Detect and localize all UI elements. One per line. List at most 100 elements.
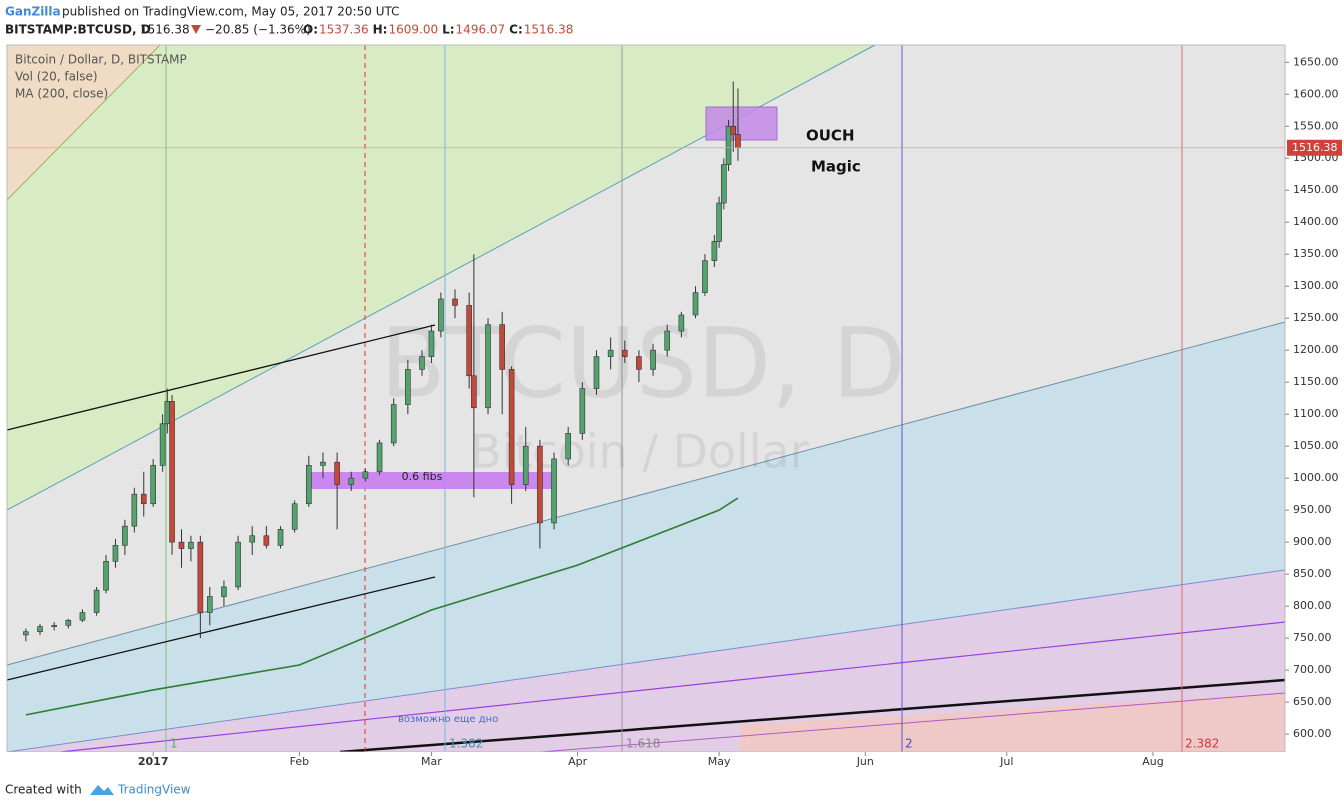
candle-body [390, 404, 397, 444]
marks [7, 81, 1285, 716]
ohlc-label: O: [303, 23, 318, 37]
candle-body [466, 305, 472, 377]
candle-body [419, 356, 425, 370]
x-tick-label: 2017 [138, 755, 169, 768]
candle-body [65, 619, 72, 626]
candle-body [499, 324, 505, 370]
candle-body [159, 423, 166, 466]
candle-body [405, 369, 411, 405]
candle-body [348, 477, 355, 485]
ohlc-label: C: [509, 23, 523, 37]
down-arrow [191, 25, 201, 34]
fib-label: 1.382 [449, 737, 483, 751]
candle-body [485, 324, 491, 409]
candle-body [428, 330, 435, 357]
last-price-label: 1516.38 [1292, 141, 1338, 154]
y-tick-label: 1300.00 [1293, 279, 1339, 292]
candle-body [131, 493, 138, 527]
y-tick-label: 1250.00 [1293, 311, 1339, 324]
watermark-sub: Bitcoin / Dollar [470, 425, 809, 479]
y-tick-label: 600.00 [1293, 727, 1332, 740]
x-axis-bg [0, 752, 1344, 772]
candle-body [721, 164, 727, 204]
annotation: Magic [811, 158, 861, 176]
last-price-box [1287, 139, 1342, 156]
footer-text: Created with [5, 783, 82, 797]
y-tick-label: 1000.00 [1293, 471, 1339, 484]
candle-body [716, 202, 722, 242]
fan-zone-red [740, 693, 1285, 752]
candle-body [471, 375, 477, 409]
fan-line [59, 621, 1286, 753]
legend-volume: Vol (20, false) [15, 70, 98, 84]
x-tick-label: Apr [568, 755, 588, 768]
fib-label: 2.382 [1185, 737, 1219, 751]
x-tick-label: Jul [999, 755, 1013, 768]
candle-body [150, 465, 156, 505]
candle-body [565, 433, 571, 460]
y-tick-label: 1050.00 [1293, 439, 1339, 452]
candle-body [291, 503, 298, 530]
fan-line [6, 569, 1286, 753]
candle-body [362, 471, 369, 479]
candle-body [579, 388, 586, 434]
candle-body [593, 356, 600, 389]
ohlc: O: 1537.36 H: 1609.00 L: 1496.07 C: 1516.38 [303, 23, 573, 37]
x-tick-label: Mar [421, 755, 442, 768]
trend-line [339, 678, 1286, 754]
candle-body [508, 369, 515, 485]
logo [90, 785, 114, 795]
ohlc-value: 1537.36 [319, 23, 369, 37]
annotation: OUCH [806, 127, 855, 145]
x-tick-label: Aug [1142, 755, 1163, 768]
plot-area: BTCUSD, D Bitcoin / Dollar 0.6 fibs OUCH… [6, 44, 1286, 754]
ouch-box [705, 106, 778, 141]
ma-line [25, 497, 739, 716]
candle-body [221, 586, 227, 597]
candle-body [711, 241, 718, 261]
y-tick-label: 1100.00 [1293, 407, 1339, 420]
candle-body [197, 541, 204, 613]
y-tick-label: 1400.00 [1293, 215, 1339, 228]
y-tick-label: 750.00 [1293, 631, 1332, 644]
y-tick-label: 1600.00 [1293, 87, 1339, 100]
y-tick-label: 800.00 [1293, 599, 1332, 612]
candle-body [306, 465, 312, 505]
ohlc-value: 1516.38 [524, 23, 574, 37]
y-tick-label: 1150.00 [1293, 375, 1339, 388]
y-tick-label: 1450.00 [1293, 183, 1339, 196]
candle-body [452, 298, 458, 306]
candle-body [235, 541, 241, 588]
x-tick-label: May [708, 755, 731, 768]
fibs-box [307, 472, 555, 489]
candle-body [37, 626, 43, 633]
y-tick-label: 850.00 [1293, 567, 1332, 580]
fib-label: 1 [170, 737, 178, 751]
trend-line [6, 324, 436, 431]
annotation: 0.6 fibs [402, 470, 443, 483]
candle-body [664, 330, 671, 351]
annotation: возможно еще дно [398, 714, 498, 725]
y-tick-label: 700.00 [1293, 663, 1332, 676]
symbol: BITSTAMP:BTCUSD, D [5, 23, 151, 37]
candle-body [320, 461, 326, 466]
candle-body [522, 445, 529, 485]
candle-body [140, 493, 147, 505]
candle-body [112, 545, 119, 562]
x-tick-label: Feb [290, 755, 309, 768]
candle-body [376, 442, 383, 473]
footer-brand[interactable]: TradingView [117, 783, 191, 797]
candle-body [678, 314, 685, 332]
ohlc-label: H: [373, 23, 388, 37]
y-tick-label: 1350.00 [1293, 247, 1339, 260]
y-tick-label: 950.00 [1293, 503, 1332, 516]
fan-line [539, 692, 1286, 753]
candle-body [725, 125, 732, 165]
author[interactable]: GanZilla [5, 5, 61, 19]
candle-body [277, 529, 284, 546]
candle-body [188, 541, 194, 549]
candle-body [23, 631, 29, 636]
published: published on TradingView.com, May 05, 20… [62, 5, 399, 19]
